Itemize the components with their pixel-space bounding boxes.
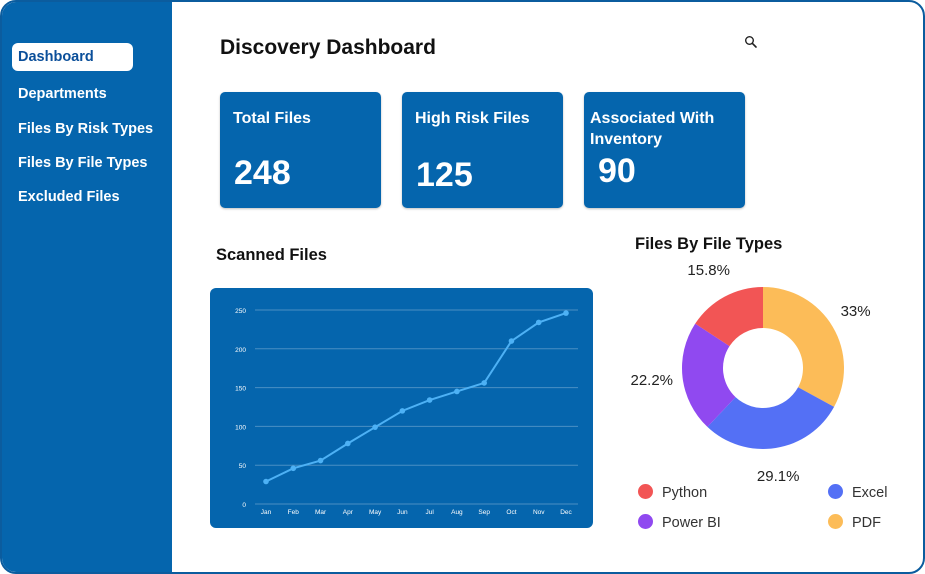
file-types-donut-chart: 33% 29.1% 22.2% 15.8% <box>622 262 902 485</box>
card-label: Total Files <box>233 110 311 127</box>
x-tick-label: Nov <box>533 509 545 516</box>
stat-card-associated-with-inventory[interactable]: Associated With Inventory 90 <box>584 92 745 208</box>
card-label: High Risk Files <box>415 110 530 127</box>
sidebar-item-dashboard[interactable]: Dashboard <box>12 43 133 71</box>
x-tick-label: Jun <box>397 509 408 516</box>
data-point[interactable] <box>481 380 487 386</box>
slice-percent-label: 15.8% <box>687 262 730 280</box>
y-tick-label: 200 <box>235 347 246 354</box>
donut-slice-pdf[interactable] <box>763 287 844 407</box>
x-tick-label: Mar <box>315 509 327 516</box>
legend-item-python: Python <box>638 483 707 503</box>
sidebar: Dashboard Departments Files By Risk Type… <box>2 2 172 572</box>
sidebar-item-files-by-file-types[interactable]: Files By File Types <box>18 155 148 171</box>
sidebar-item-departments[interactable]: Departments <box>18 86 107 102</box>
legend-item-excel: Excel <box>828 483 887 503</box>
legend-item-pdf: PDF <box>828 513 881 533</box>
data-point[interactable] <box>399 408 406 414</box>
legend-dot-power-bi <box>638 514 653 529</box>
file-types-title: Files By File Types <box>635 235 783 253</box>
x-tick-label: Dec <box>560 509 572 516</box>
slice-percent-label: 33% <box>840 302 871 320</box>
sidebar-item-files-by-risk-types[interactable]: Files By Risk Types <box>18 121 154 137</box>
x-tick-label: Jul <box>425 509 434 516</box>
donut-slice-power-bi[interactable] <box>682 323 736 427</box>
slice-percent-label: 22.2% <box>630 371 674 389</box>
page-title: Discovery Dashboard <box>220 36 436 59</box>
donut-slice-excel[interactable] <box>707 387 835 449</box>
x-tick-label: Aug <box>451 509 463 516</box>
y-tick-label: 150 <box>235 386 246 393</box>
data-point[interactable] <box>535 319 542 326</box>
y-tick-label: 50 <box>239 463 247 470</box>
sidebar-item-excluded-files[interactable]: Excluded Files <box>18 189 120 205</box>
legend-label: PDF <box>852 515 881 531</box>
donut-slice-python[interactable] <box>695 287 763 347</box>
scanned-files-chart: 0 50 100 150 200 250 Jan Feb Mar Apr May Jun Jul Aug S… <box>210 288 593 528</box>
x-tick-label: Sep <box>478 509 490 516</box>
y-tick-label: 100 <box>235 424 246 431</box>
donut-chart-svg <box>682 287 844 449</box>
series-line <box>265 312 567 483</box>
y-tick-label: 250 <box>235 308 246 315</box>
stat-card-total-files[interactable]: Total Files 248 <box>220 92 381 208</box>
data-point[interactable] <box>454 388 460 395</box>
x-tick-label: Feb <box>288 509 300 516</box>
data-point[interactable] <box>317 457 324 464</box>
legend-item-power-bi: Power BI <box>638 513 721 533</box>
line-chart-svg: 0 50 100 150 200 250 Jan Feb Mar Apr May Jun Jul Aug S… <box>235 308 578 516</box>
card-value: 248 <box>234 154 291 192</box>
x-tick-label: May <box>369 509 382 516</box>
legend-label: Power BI <box>662 515 721 531</box>
data-point[interactable] <box>508 338 515 344</box>
card-label: Associated With Inventory <box>590 110 715 148</box>
slice-percent-label: 29.1% <box>756 467 800 485</box>
x-tick-label: Jan <box>261 509 272 516</box>
data-point[interactable] <box>345 440 351 447</box>
scanned-files-title: Scanned Files <box>216 246 327 264</box>
x-tick-label: Oct <box>506 509 516 516</box>
legend-dot-excel <box>828 484 843 499</box>
stat-card-high-risk-files[interactable]: High Risk Files 125 <box>402 92 563 208</box>
search-icon[interactable] <box>744 35 758 49</box>
legend-label: Python <box>662 485 708 501</box>
legend-dot-pdf <box>828 514 843 529</box>
legend-label: Excel <box>852 485 888 501</box>
card-value: 125 <box>416 156 473 194</box>
data-point[interactable] <box>426 397 433 403</box>
x-tick-label: Apr <box>343 509 354 516</box>
data-point[interactable] <box>563 310 569 316</box>
card-value: 90 <box>598 152 636 190</box>
legend-dot-python <box>638 484 653 499</box>
data-point[interactable] <box>290 465 297 472</box>
y-tick-label: 0 <box>242 502 246 509</box>
data-point[interactable] <box>372 424 378 430</box>
data-point[interactable] <box>263 478 269 485</box>
